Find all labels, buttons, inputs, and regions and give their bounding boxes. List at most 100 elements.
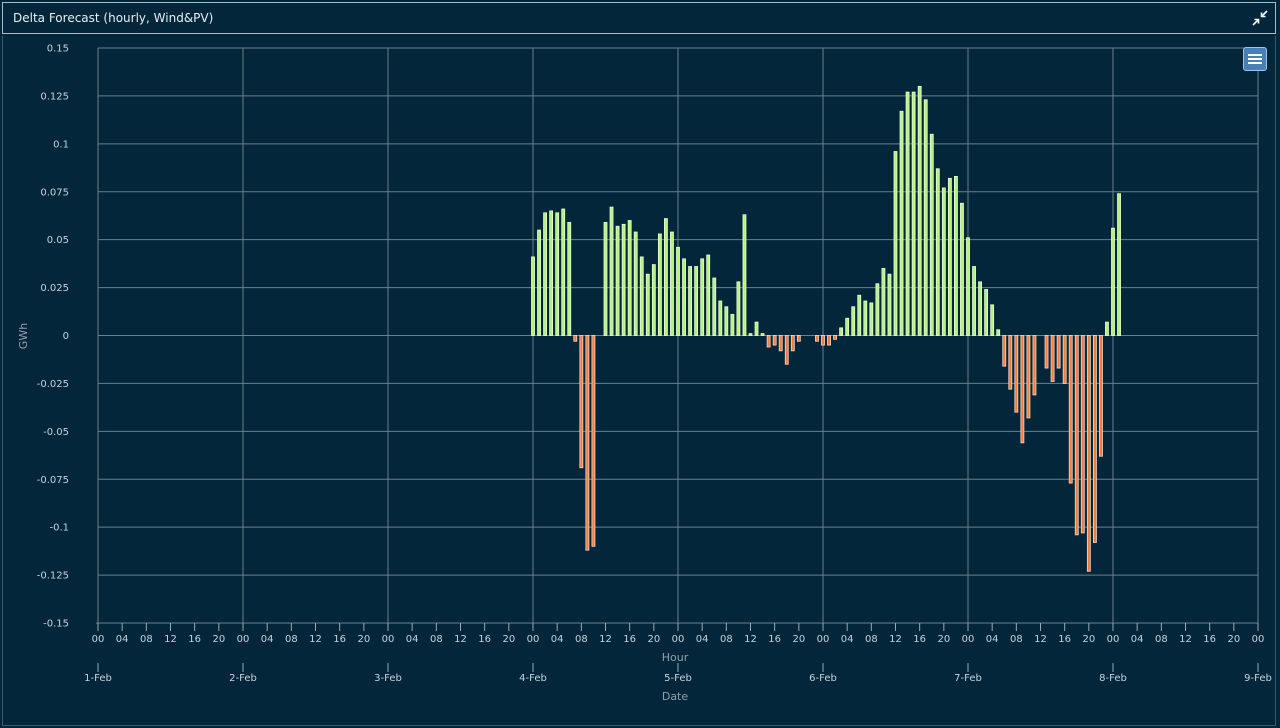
bar-positive[interactable] (682, 258, 686, 336)
bar-negative[interactable] (833, 335, 837, 340)
bar-negative[interactable] (1020, 335, 1025, 444)
bar-positive[interactable] (706, 254, 711, 336)
hour-tick-label: 12 (744, 634, 757, 645)
chart-frame (2, 36, 1276, 726)
bar-positive[interactable] (935, 168, 940, 336)
bar-positive[interactable] (754, 321, 759, 336)
bar-positive[interactable] (615, 225, 620, 336)
bar-negative[interactable] (1008, 335, 1013, 390)
collapse-icon[interactable] (1251, 9, 1269, 27)
bar-positive[interactable] (736, 281, 741, 336)
bar-negative[interactable] (1002, 335, 1007, 367)
bar-positive[interactable] (947, 177, 952, 336)
bar-negative[interactable] (1050, 335, 1055, 382)
bar-positive[interactable] (972, 266, 976, 336)
bar-positive[interactable] (1117, 193, 1121, 336)
bar-positive[interactable] (621, 223, 626, 336)
bar-positive[interactable] (923, 99, 928, 336)
bar-negative[interactable] (1080, 335, 1085, 534)
bar-negative[interactable] (579, 335, 584, 469)
bar-positive[interactable] (978, 281, 982, 336)
bar-positive[interactable] (941, 187, 946, 336)
bar-positive[interactable] (694, 266, 699, 336)
bar-positive[interactable] (881, 268, 886, 336)
hour-tick-label: 08 (140, 634, 153, 645)
bar-negative[interactable] (1014, 335, 1019, 413)
bar-negative[interactable] (585, 335, 590, 551)
hour-tick-label: 12 (1034, 634, 1047, 645)
bar-positive[interactable] (917, 85, 922, 336)
bar-positive[interactable] (984, 289, 989, 336)
bar-positive[interactable] (845, 317, 850, 336)
bar-positive[interactable] (639, 256, 644, 336)
bar-positive[interactable] (1111, 227, 1115, 336)
bar-positive[interactable] (537, 229, 541, 336)
bar-positive[interactable] (603, 222, 608, 336)
bar-positive[interactable] (633, 231, 638, 336)
bar-positive[interactable] (657, 233, 662, 336)
bar-positive[interactable] (531, 256, 535, 336)
bar-positive[interactable] (863, 300, 868, 336)
bar-negative[interactable] (790, 335, 795, 352)
bar-negative[interactable] (1062, 335, 1067, 384)
bar-positive[interactable] (929, 133, 934, 336)
bar-positive[interactable] (911, 91, 916, 336)
bar-negative[interactable] (1099, 335, 1103, 457)
bar-positive[interactable] (670, 231, 674, 336)
bar-positive[interactable] (869, 302, 874, 336)
bar-positive[interactable] (724, 306, 729, 336)
bar-positive[interactable] (887, 273, 892, 336)
bar-positive[interactable] (651, 264, 656, 336)
bar-negative[interactable] (772, 335, 777, 346)
bar-negative[interactable] (827, 335, 831, 346)
bar-positive[interactable] (718, 300, 723, 336)
bar-negative[interactable] (1056, 335, 1061, 369)
bar-negative[interactable] (1068, 335, 1073, 484)
bar-positive[interactable] (543, 212, 547, 336)
bar-positive[interactable] (851, 306, 856, 336)
bar-negative[interactable] (815, 335, 819, 342)
bar-positive[interactable] (712, 277, 717, 336)
bar-positive[interactable] (954, 176, 958, 336)
bar-positive[interactable] (875, 283, 880, 336)
bar-positive[interactable] (555, 212, 560, 336)
bar-negative[interactable] (1092, 335, 1097, 543)
bar-positive[interactable] (899, 110, 904, 336)
bar-negative[interactable] (1074, 335, 1079, 536)
bar-positive[interactable] (645, 273, 650, 336)
bar-positive[interactable] (960, 202, 964, 336)
bar-positive[interactable] (966, 237, 970, 336)
bar-negative[interactable] (766, 335, 771, 348)
bar-positive[interactable] (609, 206, 614, 336)
bar-positive[interactable] (730, 314, 735, 336)
bar-negative[interactable] (1044, 335, 1049, 369)
bar-positive[interactable] (676, 246, 680, 336)
bar-negative[interactable] (1086, 335, 1091, 572)
bar-positive[interactable] (857, 294, 862, 336)
bar-positive[interactable] (688, 266, 692, 336)
bar-negative[interactable] (1026, 335, 1031, 419)
bar-positive[interactable] (990, 304, 995, 336)
bar-negative[interactable] (821, 335, 825, 346)
chart-menu-button[interactable] (1243, 47, 1267, 71)
bar-positive[interactable] (742, 214, 747, 336)
bar-positive[interactable] (627, 220, 632, 336)
bar-negative[interactable] (573, 335, 578, 342)
bar-positive[interactable] (561, 208, 566, 336)
bar-negative[interactable] (796, 335, 801, 342)
bar-positive[interactable] (700, 258, 705, 336)
bar-negative[interactable] (778, 335, 783, 352)
bar-positive[interactable] (748, 333, 753, 336)
bar-negative[interactable] (784, 335, 789, 365)
bar-negative[interactable] (1032, 335, 1037, 396)
bar-positive[interactable] (1105, 321, 1109, 336)
bar-positive[interactable] (905, 91, 910, 336)
bar-positive[interactable] (567, 222, 572, 336)
bar-positive[interactable] (893, 151, 898, 336)
bar-negative[interactable] (591, 335, 596, 547)
bar-positive[interactable] (839, 327, 844, 336)
bar-positive[interactable] (549, 210, 554, 336)
bar-positive[interactable] (760, 333, 765, 336)
bar-positive[interactable] (664, 218, 668, 336)
bar-positive[interactable] (996, 329, 1001, 336)
